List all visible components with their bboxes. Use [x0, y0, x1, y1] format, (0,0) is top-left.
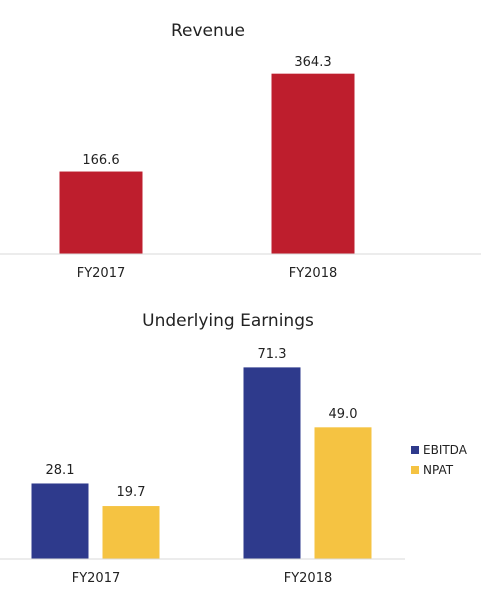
legend-item-ebitda: EBITDA — [411, 440, 467, 460]
earnings-bar-npat-fy2018 — [314, 427, 372, 559]
legend-label-npat: NPAT — [423, 463, 454, 477]
revenue-data-label-fy2018: 364.3 — [294, 55, 331, 70]
legend-swatch-ebitda — [411, 446, 419, 454]
earnings-bar-npat-fy2017 — [102, 506, 160, 559]
earnings-data-label-npat-fy2018: 49.0 — [329, 407, 358, 422]
earnings-tick-fy2018: FY2018 — [284, 571, 333, 586]
revenue-chart-svg: Revenue FY2017 FY2018 166.6 364.3 — [0, 21, 481, 281]
earnings-legend: EBITDA NPAT — [411, 440, 467, 480]
revenue-chart: Revenue FY2017 FY2018 166.6 364.3 — [0, 21, 481, 281]
revenue-tick-fy2017: FY2017 — [77, 266, 126, 281]
revenue-bars — [59, 73, 355, 254]
earnings-bars — [31, 367, 372, 559]
earnings-bar-ebitda-fy2018 — [243, 367, 301, 559]
earnings-tick-fy2017: FY2017 — [72, 571, 121, 586]
revenue-data-label-fy2017: 166.6 — [82, 153, 119, 168]
earnings-chart: Underlying Earnings FY2017 FY2018 28.1 7… — [0, 300, 481, 591]
revenue-tick-fy2018: FY2018 — [289, 266, 338, 281]
legend-item-npat: NPAT — [411, 460, 467, 480]
legend-label-ebitda: EBITDA — [423, 443, 467, 457]
earnings-data-label-npat-fy2017: 19.7 — [117, 485, 146, 500]
revenue-bar-revenue-fy2017 — [59, 171, 143, 254]
revenue-chart-title: Revenue — [171, 21, 245, 41]
earnings-chart-title: Underlying Earnings — [142, 311, 314, 331]
earnings-chart-svg: Underlying Earnings FY2017 FY2018 28.1 7… — [0, 311, 405, 586]
earnings-data-label-ebitda-fy2018: 71.3 — [258, 347, 287, 362]
legend-swatch-npat — [411, 466, 419, 474]
revenue-bar-revenue-fy2018 — [271, 73, 355, 254]
earnings-bar-ebitda-fy2017 — [31, 483, 89, 559]
earnings-data-label-ebitda-fy2017: 28.1 — [46, 463, 75, 478]
